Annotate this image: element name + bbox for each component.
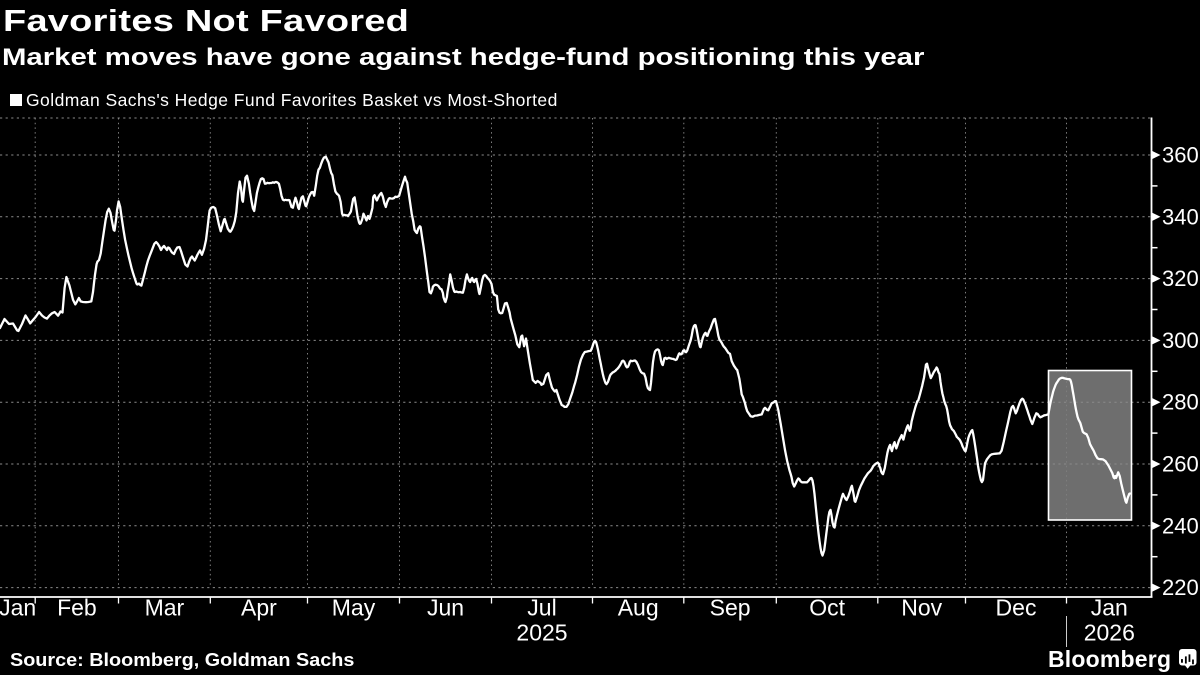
svg-text:Aug: Aug <box>618 595 659 621</box>
svg-text:Jul: Jul <box>527 595 556 621</box>
svg-text:Jan: Jan <box>0 595 36 621</box>
svg-text:Mar: Mar <box>145 595 185 621</box>
svg-text:Oct: Oct <box>809 595 845 621</box>
svg-text:2025: 2025 <box>516 620 567 646</box>
svg-text:Jan: Jan <box>1091 595 1128 621</box>
svg-text:Nov: Nov <box>901 595 942 621</box>
svg-text:240: 240 <box>1162 513 1199 538</box>
svg-text:Feb: Feb <box>57 595 97 621</box>
svg-text:Apr: Apr <box>241 595 277 621</box>
svg-text:320: 320 <box>1162 266 1199 291</box>
svg-text:340: 340 <box>1162 204 1199 229</box>
svg-text:Jun: Jun <box>427 595 464 621</box>
svg-text:360: 360 <box>1162 143 1199 168</box>
svg-text:2026: 2026 <box>1084 620 1135 646</box>
svg-text:Dec: Dec <box>996 595 1037 621</box>
svg-text:220: 220 <box>1162 575 1199 600</box>
svg-text:260: 260 <box>1162 452 1199 477</box>
svg-text:280: 280 <box>1162 390 1199 415</box>
svg-text:Sep: Sep <box>710 595 751 621</box>
svg-text:300: 300 <box>1162 328 1199 353</box>
svg-text:May: May <box>332 595 376 621</box>
